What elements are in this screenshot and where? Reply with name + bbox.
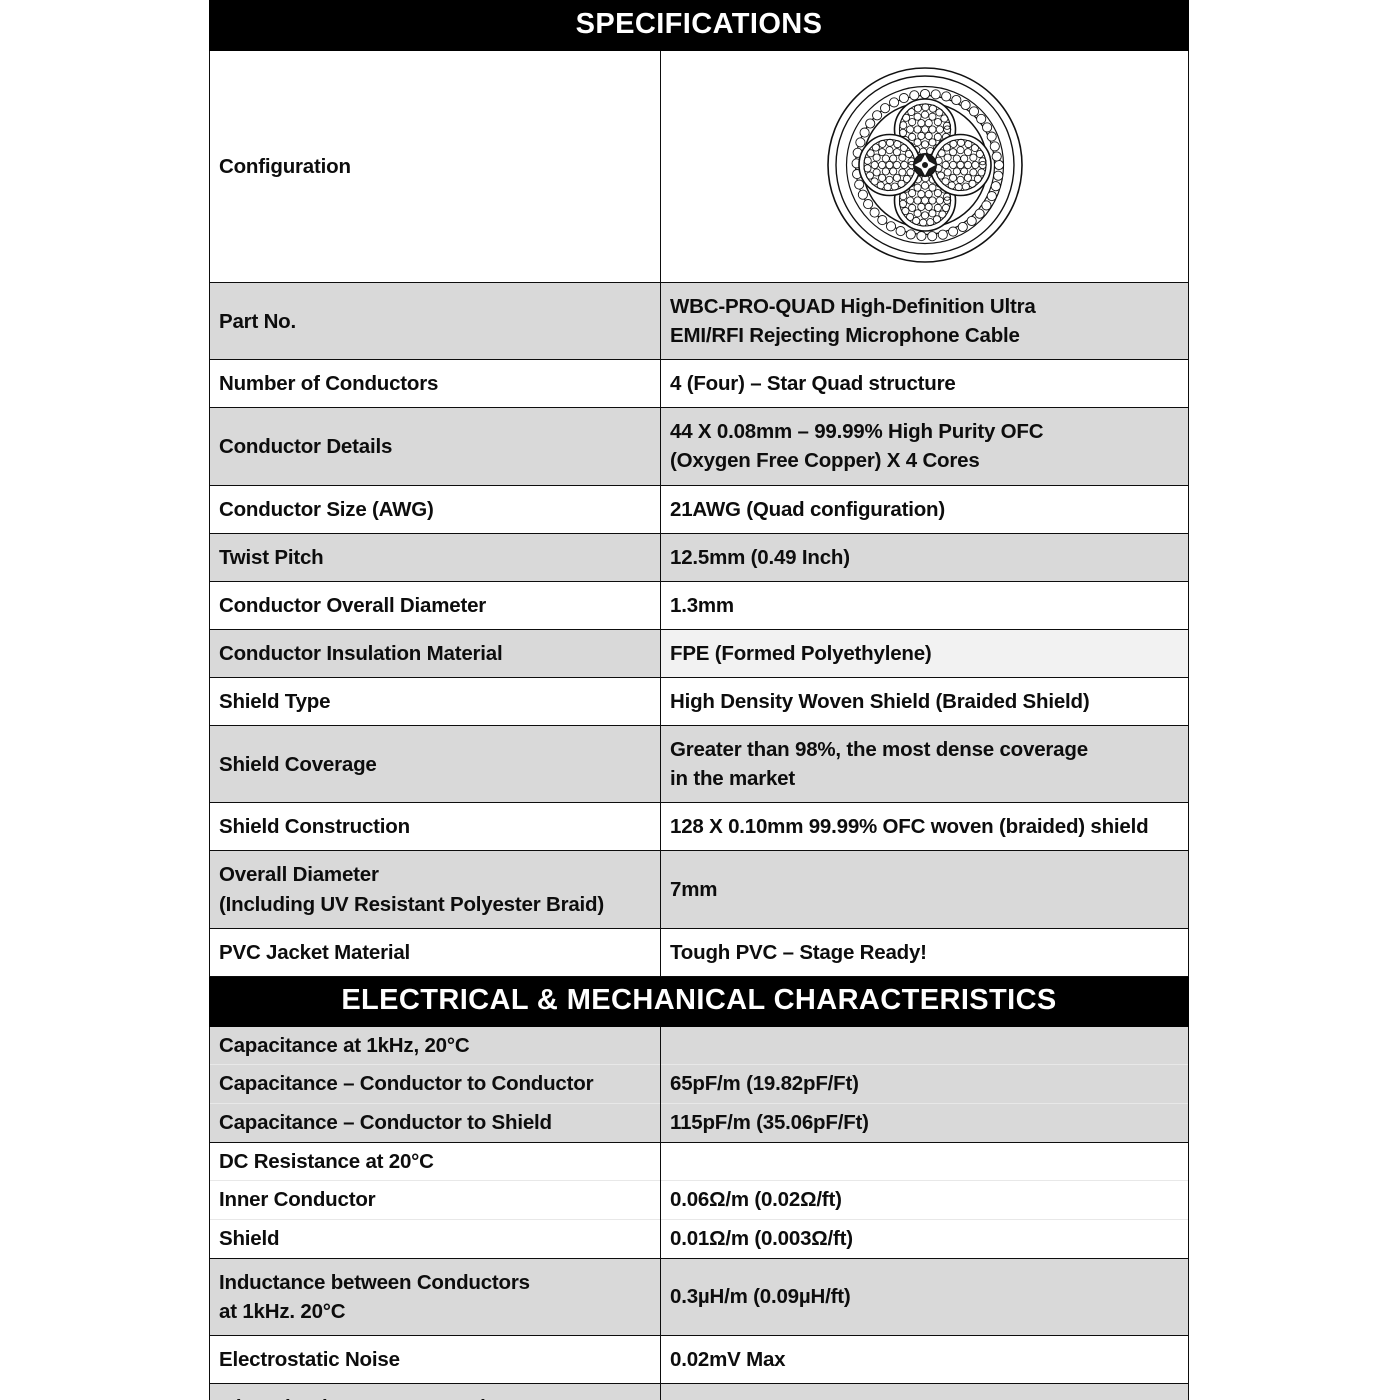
row-value-conductor-details: 44 X 0.08mm – 99.99% High Purity OFC (Ox… (660, 407, 1189, 486)
section-header-electrical: ELECTRICAL & MECHANICAL CHARACTERISTICS (209, 975, 1189, 1027)
capacitance-label-line-2: Capacitance – Conductor to Conductor (210, 1064, 660, 1103)
row-label-shield-construction: Shield Construction (209, 802, 661, 852)
row-value-conductor-overall-diameter: 1.3mm (660, 580, 1189, 630)
table-row-configuration: Configuration (209, 50, 1189, 283)
row-label-twist-pitch: Twist Pitch (209, 532, 661, 582)
specifications-table: SPECIFICATIONS Configuration (209, 0, 1189, 1400)
row-value-shield-coverage: Greater than 98%, the most dense coverag… (660, 725, 1189, 804)
row-label-number-of-conductors: Number of Conductors (209, 359, 661, 409)
row-value-overall-diameter: 7mm (660, 850, 1189, 929)
part-no-line-1: WBC-PRO-QUAD High-Definition Ultra (670, 295, 1036, 318)
table-row-capacitance: Capacitance at 1kHz, 20°C Capacitance – … (209, 1025, 1189, 1143)
row-label-overall-diameter: Overall Diameter (Including UV Resistant… (209, 850, 661, 929)
conductor-details-line-2: (Oxygen Free Copper) X 4 Cores (670, 449, 980, 473)
center-filler (912, 152, 937, 177)
table-row-overall-diameter: Overall Diameter (Including UV Resistant… (209, 850, 1189, 929)
row-value-conductor-insulation-material: FPE (Formed Polyethylene) (660, 628, 1189, 678)
section-header-specifications: SPECIFICATIONS (209, 0, 1189, 51)
table-row-conductor-size: Conductor Size (AWG) 21AWG (Quad configu… (209, 484, 1189, 534)
dc-resistance-label-line-3: Shield (210, 1219, 660, 1258)
table-row-conductor-details: Conductor Details 44 X 0.08mm – 99.99% H… (209, 407, 1189, 486)
row-label-part-no: Part No. (209, 281, 661, 361)
section-header-title: SPECIFICATIONS (209, 0, 1189, 51)
row-value-shield-construction: 128 X 0.10mm 99.99% OFC woven (braided) … (660, 802, 1189, 852)
row-value-capacitance: 65pF/m (19.82pF/Ft) 115pF/m (35.06pF/Ft) (660, 1025, 1189, 1143)
table-row-shield-coverage: Shield Coverage Greater than 98%, the mo… (209, 725, 1189, 804)
conductor-details-line-1: 44 X 0.08mm – 99.99% High Purity OFC (670, 420, 1044, 444)
dc-resistance-value-line-1 (661, 1143, 1188, 1181)
capacitance-value-line-1 (661, 1027, 1188, 1065)
row-label-shield-coverage: Shield Coverage (209, 725, 661, 804)
capacitance-value-line-2: 65pF/m (19.82pF/Ft) (661, 1064, 1188, 1103)
row-value-electrostatic-noise: 0.02mV Max (660, 1334, 1189, 1385)
row-label-inductance: Inductance between Conductors at 1kHz. 2… (209, 1257, 661, 1337)
table-row-microphonics: Microphonics at 50KΩ Load 90mV Max (209, 1383, 1189, 1400)
part-no-line-2: EMI/RFI Rejecting Microphone Cable (670, 324, 1020, 348)
capacitance-label-line-3: Capacitance – Conductor to Shield (210, 1103, 660, 1142)
table-row-conductor-insulation-material: Conductor Insulation Material FPE (Forme… (209, 628, 1189, 678)
table-row-conductor-overall-diameter: Conductor Overall Diameter 1.3mm (209, 580, 1189, 630)
dc-resistance-value-line-3: 0.01Ω/m (0.003Ω/ft) (661, 1219, 1188, 1258)
row-label-conductor-size: Conductor Size (AWG) (209, 484, 661, 534)
dc-resistance-label-line-2: Inner Conductor (210, 1180, 660, 1219)
section-header-title-electrical: ELECTRICAL & MECHANICAL CHARACTERISTICS (209, 975, 1189, 1027)
table-row-shield-construction: Shield Construction 128 X 0.10mm 99.99% … (209, 802, 1189, 852)
cable-cross-section-diagram-cell (660, 50, 1189, 283)
row-value-shield-type: High Density Woven Shield (Braided Shiel… (660, 676, 1189, 727)
dc-resistance-value-line-2: 0.06Ω/m (0.02Ω/ft) (661, 1180, 1188, 1219)
table-row-electrostatic-noise: Electrostatic Noise 0.02mV Max (209, 1334, 1189, 1385)
row-label-conductor-overall-diameter: Conductor Overall Diameter (209, 580, 661, 630)
overall-diameter-label-line-2: (Including UV Resistant Polyester Braid) (219, 892, 604, 916)
row-label-shield-type: Shield Type (209, 676, 661, 727)
row-label-microphonics: Microphonics at 50KΩ Load (209, 1383, 661, 1400)
capacitance-value-line-3: 115pF/m (35.06pF/Ft) (661, 1103, 1188, 1142)
row-label-pvc-jacket-material: PVC Jacket Material (209, 927, 661, 977)
table-row-inductance: Inductance between Conductors at 1kHz. 2… (209, 1257, 1189, 1337)
row-label-electrostatic-noise: Electrostatic Noise (209, 1334, 661, 1385)
row-label-capacitance: Capacitance at 1kHz, 20°C Capacitance – … (209, 1025, 661, 1143)
star-quad-cable-cross-section-icon (825, 65, 1025, 265)
row-label-conductor-details: Conductor Details (209, 407, 661, 486)
row-value-conductor-size: 21AWG (Quad configuration) (660, 484, 1189, 534)
table-row-number-of-conductors: Number of Conductors 4 (Four) – Star Qua… (209, 359, 1189, 409)
shield-coverage-line-1: Greater than 98%, the most dense coverag… (670, 738, 1088, 762)
shield-coverage-line-2: in the market (670, 767, 795, 791)
row-value-part-no: WBC-PRO-QUAD High-Definition Ultra EMI/R… (660, 281, 1189, 361)
dc-resistance-label-line-1: DC Resistance at 20°C (219, 1149, 434, 1173)
row-value-number-of-conductors: 4 (Four) – Star Quad structure (660, 359, 1189, 409)
table-row-dc-resistance: DC Resistance at 20°C Inner Conductor Sh… (209, 1141, 1189, 1259)
row-label-configuration: Configuration (209, 50, 661, 283)
row-value-twist-pitch: 12.5mm (0.49 Inch) (660, 532, 1189, 582)
table-row-pvc-jacket-material: PVC Jacket Material Tough PVC – Stage Re… (209, 927, 1189, 977)
row-value-dc-resistance: 0.06Ω/m (0.02Ω/ft) 0.01Ω/m (0.003Ω/ft) (660, 1141, 1189, 1259)
capacitance-label-line-1: Capacitance at 1kHz, 20°C (219, 1033, 470, 1057)
row-value-pvc-jacket-material: Tough PVC – Stage Ready! (660, 927, 1189, 977)
inductance-label-line-2: at 1kHz. 20°C (219, 1299, 346, 1323)
table-row-twist-pitch: Twist Pitch 12.5mm (0.49 Inch) (209, 532, 1189, 582)
inductance-label-line-1: Inductance between Conductors (219, 1270, 530, 1294)
row-value-microphonics: 90mV Max (660, 1383, 1189, 1400)
row-value-inductance: 0.3µH/m (0.09µH/ft) (660, 1257, 1189, 1337)
table-row-shield-type: Shield Type High Density Woven Shield (B… (209, 676, 1189, 727)
row-label-dc-resistance: DC Resistance at 20°C Inner Conductor Sh… (209, 1141, 661, 1259)
overall-diameter-label-line-1: Overall Diameter (219, 863, 379, 887)
table-row-part-no: Part No. WBC-PRO-QUAD High-Definition Ul… (209, 281, 1189, 361)
row-label-conductor-insulation-material: Conductor Insulation Material (209, 628, 661, 678)
